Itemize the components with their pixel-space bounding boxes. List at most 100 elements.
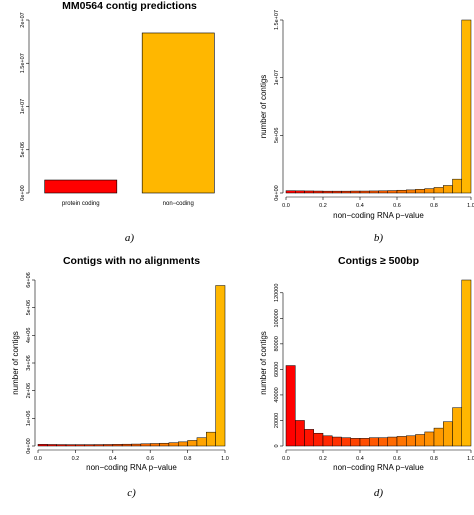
histogram-bar bbox=[313, 432, 324, 447]
histogram-bar bbox=[121, 443, 132, 447]
x-tick-label: 0.0 bbox=[34, 456, 42, 462]
histogram-bar bbox=[415, 434, 425, 447]
histogram-bar bbox=[433, 187, 444, 194]
histogram-bar bbox=[149, 443, 160, 447]
y-tick-label: 60000 bbox=[274, 362, 280, 377]
y-tick-label: 5e+06 bbox=[20, 142, 26, 157]
y-tick-label: 4e+06 bbox=[26, 328, 32, 343]
panel-label: d) bbox=[374, 487, 384, 499]
panel-1: MM0564 contig predictions 0e+00 5e+06 1e+07… bbox=[20, 0, 215, 244]
histogram-bar bbox=[196, 437, 207, 447]
histogram-bar bbox=[433, 427, 444, 447]
x-axis-label: non−coding RNA p−value bbox=[333, 463, 424, 472]
x-tick-label: 0.6 bbox=[146, 456, 154, 462]
chart-title: MM0564 contig predictions bbox=[62, 0, 197, 12]
histogram-bar bbox=[332, 190, 342, 194]
y-tick-label: 80000 bbox=[274, 336, 280, 351]
histogram-bar bbox=[369, 190, 379, 194]
histogram-bar bbox=[396, 436, 407, 447]
histogram-bar bbox=[350, 190, 361, 194]
x-tick-label: 0.2 bbox=[319, 203, 327, 209]
histogram-bar bbox=[350, 438, 361, 447]
histogram-bar bbox=[304, 429, 314, 447]
x-tick-label: 0.8 bbox=[184, 456, 192, 462]
x-category-label: non−coding bbox=[163, 201, 194, 207]
x-tick-label: 0.4 bbox=[356, 456, 364, 462]
x-tick-label: 1.0 bbox=[467, 456, 474, 462]
y-tick-label: 2e+07 bbox=[20, 12, 26, 27]
y-tick-label: 100000 bbox=[274, 309, 280, 327]
histogram-bar bbox=[415, 189, 425, 194]
y-tick-label: 120000 bbox=[274, 284, 280, 302]
chart-title: Contigs with no alignments bbox=[63, 255, 200, 267]
histogram-bar bbox=[378, 190, 388, 194]
y-axis-label: number of contigs bbox=[259, 75, 268, 139]
y-tick-label: 40000 bbox=[274, 387, 280, 402]
chart-title: Contigs ≥ 500bp bbox=[338, 255, 419, 267]
panel-4: Contigs ≥ 500bp 0 20000 40000 60000 80000 1000… bbox=[259, 255, 474, 499]
x-tick-label: 0.2 bbox=[319, 456, 327, 462]
x-tick-label: 0.0 bbox=[282, 456, 290, 462]
histogram-bar bbox=[65, 444, 76, 447]
histogram-bar bbox=[387, 436, 398, 447]
y-tick-label: 20000 bbox=[274, 413, 280, 428]
histogram-bar bbox=[443, 421, 453, 447]
y-tick-label: 3e+06 bbox=[26, 355, 32, 370]
panel-label: b) bbox=[374, 232, 384, 244]
panel-label: c) bbox=[127, 487, 136, 499]
histogram-bar bbox=[131, 443, 142, 447]
histogram-bar bbox=[187, 440, 198, 447]
x-tick-label: 0.0 bbox=[282, 203, 290, 209]
panel-3: Contigs with no alignments 0e+00 1e+06 2e+0… bbox=[11, 255, 229, 499]
y-tick-label: 5e+06 bbox=[26, 300, 32, 315]
y-tick-label: 0e+00 bbox=[26, 438, 32, 453]
histogram-bar bbox=[285, 365, 296, 447]
x-tick-label: 0.8 bbox=[430, 456, 438, 462]
histogram-bar bbox=[159, 442, 170, 447]
histogram-bar bbox=[178, 441, 188, 447]
histogram-bar bbox=[378, 437, 388, 447]
histogram-bar bbox=[56, 444, 67, 447]
histogram-bar bbox=[322, 435, 333, 447]
y-tick-label: 5e+06 bbox=[274, 128, 280, 143]
histogram-bar bbox=[461, 19, 472, 194]
histogram-bar bbox=[75, 444, 86, 447]
x-tick-label: 0.2 bbox=[72, 456, 80, 462]
x-tick-label: 0.6 bbox=[393, 456, 401, 462]
histogram-bar bbox=[341, 437, 351, 447]
x-tick-label: 1.0 bbox=[467, 203, 474, 209]
y-tick-label: 6e+06 bbox=[26, 272, 32, 287]
histogram-bar bbox=[452, 407, 462, 447]
histogram-bar bbox=[443, 185, 453, 194]
histogram-bar bbox=[103, 444, 114, 447]
histogram-bar bbox=[206, 431, 216, 447]
histogram-bar bbox=[322, 190, 333, 194]
y-tick-label: 1.5e+07 bbox=[20, 53, 26, 73]
y-tick-label: 1e+07 bbox=[274, 70, 280, 85]
x-tick-label: 0.4 bbox=[109, 456, 117, 462]
histogram-bar bbox=[424, 188, 435, 194]
x-axis-label: non−coding RNA p−value bbox=[333, 211, 424, 220]
x-tick-label: 0.8 bbox=[430, 203, 438, 209]
x-axis-label: non−coding RNA p−value bbox=[86, 463, 177, 472]
histogram-bar bbox=[452, 178, 462, 194]
x-tick-label: 1.0 bbox=[221, 456, 229, 462]
y-axis-label: number of contigs bbox=[11, 331, 20, 395]
y-tick-label: 2e+06 bbox=[26, 383, 32, 398]
histogram-bar bbox=[168, 442, 179, 447]
histogram-bar bbox=[424, 431, 435, 447]
histogram-bar bbox=[215, 285, 226, 447]
histogram-bar bbox=[406, 435, 416, 447]
histogram-bar bbox=[295, 190, 305, 194]
histogram-bar bbox=[304, 190, 314, 194]
histogram-bar bbox=[140, 443, 151, 447]
y-tick-label: 1e+07 bbox=[20, 99, 26, 114]
histogram-bar bbox=[37, 444, 48, 447]
histogram-bar bbox=[112, 444, 123, 447]
bar bbox=[141, 32, 215, 194]
histogram-bar bbox=[84, 444, 95, 447]
histogram-bar bbox=[313, 190, 324, 194]
histogram-bar bbox=[93, 444, 104, 447]
x-tick-label: 0.4 bbox=[356, 203, 364, 209]
